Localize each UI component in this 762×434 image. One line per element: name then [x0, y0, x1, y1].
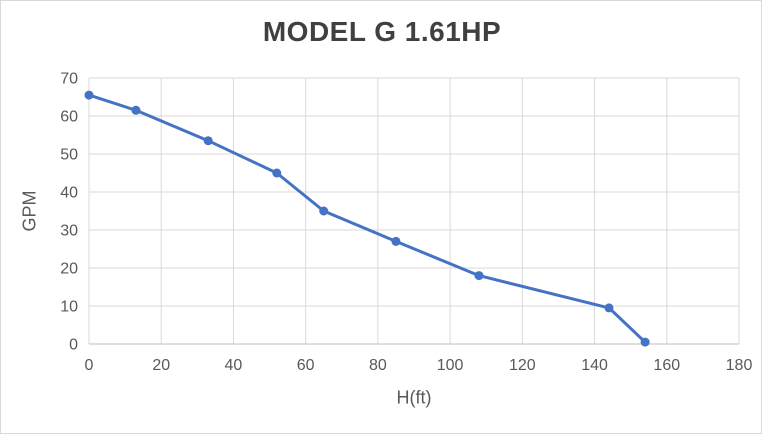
- data-point-marker: [640, 337, 650, 347]
- data-point-marker: [391, 236, 401, 246]
- x-tick-label: 20: [152, 357, 170, 374]
- x-tick-label: 180: [726, 357, 753, 374]
- data-point-marker: [272, 168, 282, 178]
- data-point-marker: [131, 105, 141, 115]
- y-tick-label: 0: [69, 337, 78, 354]
- x-tick-label: 0: [85, 357, 94, 374]
- x-tick-label: 140: [581, 357, 608, 374]
- data-point-marker: [203, 136, 213, 146]
- x-axis-title: H(ft): [396, 387, 432, 408]
- y-tick-label: 60: [60, 109, 78, 126]
- chart-title: MODEL G 1.61HP: [262, 16, 502, 47]
- series-line: [87, 93, 647, 344]
- x-tick-label: 120: [509, 357, 536, 374]
- data-point-marker: [84, 90, 94, 100]
- y-tick-label: 40: [60, 185, 78, 202]
- data-point-marker: [319, 206, 329, 216]
- y-tick-label: 10: [60, 299, 78, 316]
- y-tick-label: 30: [60, 223, 78, 240]
- y-tick-label: 70: [60, 71, 78, 88]
- data-point-marker: [604, 303, 614, 313]
- y-tick-label: 50: [60, 147, 78, 164]
- y-tick-label: 20: [60, 261, 78, 278]
- x-tick-label: 100: [437, 357, 464, 374]
- data-point-marker: [474, 271, 484, 281]
- x-tick-label: 40: [225, 357, 243, 374]
- x-tick-label: 160: [653, 357, 680, 374]
- x-tick-label: 60: [297, 357, 315, 374]
- x-tick-label: 80: [369, 357, 387, 374]
